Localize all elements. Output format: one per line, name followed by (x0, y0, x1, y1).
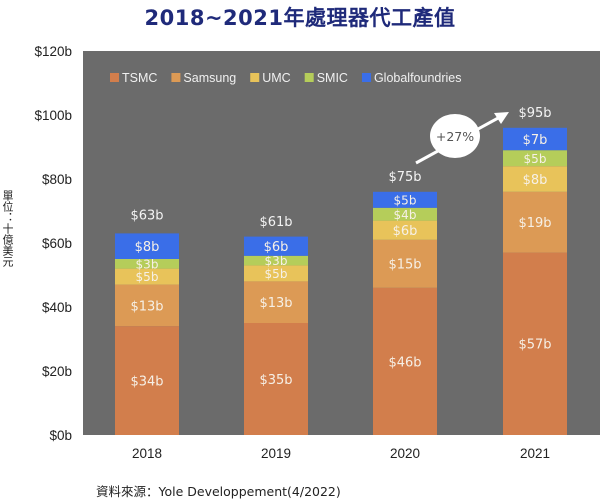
bar-total-label: $63b (130, 208, 163, 223)
legend-label-samsung: Samsung (183, 71, 236, 85)
bar-segment-label: $35b (259, 373, 292, 388)
chart-title: 2018~2021年處理器代工產值 (144, 6, 456, 30)
y-tick-label: $100b (34, 108, 72, 123)
source-note: 資料來源：Yole Developpement(4/2022) (96, 484, 341, 499)
bar-segment-label: $15b (388, 258, 421, 273)
y-tick-label: $80b (42, 172, 72, 187)
legend-swatch-globalfoundries (361, 73, 371, 82)
growth-percent-label: +27% (436, 129, 474, 144)
bar-segment-globalfoundries (115, 233, 179, 259)
bar-segment-smic (244, 255, 308, 266)
bar-total-label: $75b (388, 170, 421, 185)
x-axis: 2018 2019 2020 2021 (132, 446, 550, 461)
bar-segment-globalfoundries (373, 191, 437, 208)
arrowhead-icon (494, 112, 509, 124)
bar-segment-label: $13b (259, 296, 292, 311)
bar-stack-2021: $57b $19b $8b $5b $7b $95b (503, 106, 567, 435)
y-tick-label: $20b (42, 364, 72, 379)
legend-swatch-samsung (171, 73, 181, 82)
x-tick-label: 2021 (520, 446, 550, 461)
y-tick-label: $60b (42, 236, 72, 251)
bar-segment-label: $3b (265, 254, 288, 268)
bar-segment-umc (244, 265, 308, 282)
bar-segment-umc (373, 220, 437, 240)
bar-segment-label: $5b (524, 152, 547, 166)
growth-annotation: +27% (415, 112, 509, 165)
bar-segment-smic (115, 259, 179, 269)
legend-label-umc: UMC (262, 71, 290, 85)
legend-label-globalfoundries: Globalfoundries (374, 71, 462, 85)
x-tick-label: 2019 (261, 446, 291, 461)
growth-bubble (430, 114, 480, 158)
bar-segment-label: $8b (135, 240, 160, 255)
bar-segment-label: $19b (518, 216, 551, 231)
bar-segment-label: $8b (523, 173, 548, 188)
bar-stack-2018: $34b $13b $5b$3b $8b $63b (115, 208, 179, 435)
unit-label: 單位：十億美元 (1, 190, 14, 267)
bar-segment-label: $34b (130, 375, 163, 390)
bar-segment-tsmc (503, 252, 567, 435)
legend-swatch-tsmc (110, 73, 119, 82)
x-tick-label: 2020 (390, 446, 420, 461)
bar-segment-samsung (115, 284, 179, 327)
bar-segment-umc (503, 166, 567, 192)
legend-swatch-umc (250, 73, 260, 82)
bars: $34b$13b$5b$3b$8b$63b$35b$13b$5b$3b$6b$6… (115, 106, 567, 435)
bar-segment-label: $6b (264, 240, 289, 255)
legend-label-tsmc: TSMC (122, 71, 157, 85)
bar-stack-2019: $35b $13b $5b$3b$6b $61b (244, 215, 308, 435)
bar-segment-label: $4b (394, 208, 417, 222)
bar-total-label: $61b (259, 215, 292, 230)
bar-segment-tsmc (115, 326, 179, 435)
y-tick-label: $0b (49, 428, 72, 443)
legend-label-smic: SMIC (317, 71, 348, 85)
bar-segment-label: $3b (136, 257, 159, 271)
y-tick-label: $40b (42, 300, 72, 315)
legend-swatch-smic (304, 73, 314, 82)
bar-segment-globalfoundries (503, 127, 567, 151)
bar-stack-2020: $46b $15b $6b $4b$5b $75b (373, 170, 437, 435)
bar-segment-label: $57b (518, 338, 551, 353)
x-tick-label: 2018 (132, 446, 162, 461)
bar-segment-samsung (373, 239, 437, 288)
bar-segment-smic (373, 207, 437, 221)
bar-segment-label: $5b (136, 270, 159, 284)
bar-segment-label: $6b (393, 224, 418, 239)
bar-segment-label: $5b (394, 193, 417, 207)
bar-segment-samsung (244, 281, 308, 323)
legend: TSMC Samsung UMC SMIC Globalfoundries (110, 71, 462, 85)
bar-segment-samsung (503, 191, 567, 253)
y-axis: $0b $20b $40b $60b $80b $100b $120b (34, 44, 72, 443)
bar-segment-tsmc (244, 323, 308, 435)
bar-segment-label: $46b (388, 355, 421, 370)
bar-segment-globalfoundries (244, 236, 308, 256)
bar-segment-label: $13b (130, 299, 163, 314)
bar-segment-smic (503, 150, 567, 167)
bar-segment-label: $7b (523, 133, 548, 148)
bar-segment-label: $5b (265, 267, 288, 281)
y-tick-label: $120b (34, 44, 72, 59)
bar-segment-tsmc (373, 287, 437, 435)
bar-segment-umc (115, 268, 179, 285)
bar-total-label: $95b (518, 106, 551, 121)
